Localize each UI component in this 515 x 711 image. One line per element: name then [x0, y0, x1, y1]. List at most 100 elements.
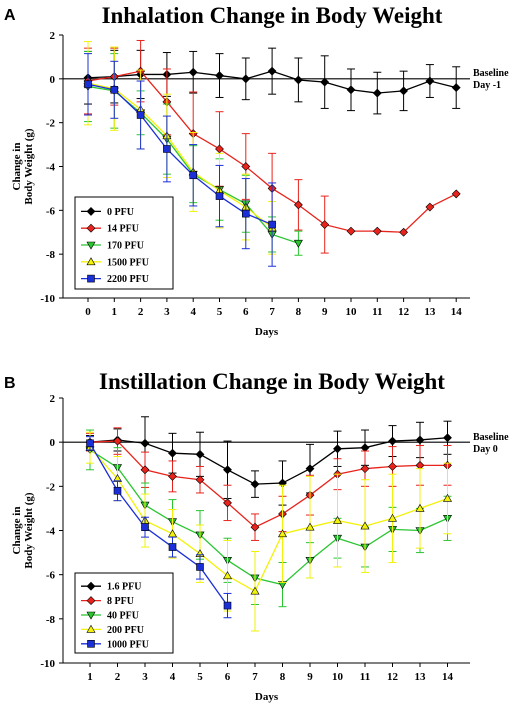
data-point	[189, 171, 197, 180]
data-point	[113, 486, 122, 495]
data-point	[223, 498, 232, 508]
data-point	[360, 443, 370, 453]
data-point	[415, 503, 425, 512]
y-tick-label: -2	[46, 118, 56, 130]
x-tick-label: 11	[360, 671, 370, 683]
x-tick-label: 9	[307, 671, 313, 683]
x-tick-label: 2	[115, 671, 121, 683]
x-tick-label: 10	[332, 671, 344, 683]
y-tick-label: 2	[50, 393, 56, 405]
series-line	[89, 437, 448, 485]
series-line	[89, 440, 448, 528]
data-point	[277, 529, 288, 538]
data-point	[250, 586, 260, 595]
data-point	[346, 85, 356, 95]
x-tick-label: 6	[225, 671, 231, 683]
data-point	[241, 162, 251, 171]
data-point	[333, 444, 342, 454]
baseline-label: Baseline	[473, 68, 509, 79]
legend-marker	[86, 241, 96, 250]
data-point	[268, 220, 276, 229]
data-point	[250, 479, 260, 489]
x-tick-label: 5	[217, 306, 223, 318]
data-point	[360, 521, 370, 530]
data-point	[388, 436, 397, 446]
data-point	[267, 66, 277, 76]
data-point	[242, 209, 250, 218]
panel-label-a: A	[4, 7, 16, 24]
data-point	[196, 563, 204, 571]
x-tick-label: 14	[442, 671, 454, 683]
y-tick-label: -6	[46, 205, 56, 217]
y-tick-label: 2	[50, 30, 56, 42]
legend-marker	[87, 274, 95, 283]
legend-label: 2200 PFU	[107, 274, 149, 285]
data-point	[305, 522, 315, 531]
legend-marker	[86, 223, 96, 233]
x-tick-label: 12	[387, 671, 399, 683]
data-point	[293, 200, 303, 210]
legend-label: 170 PFU	[107, 241, 144, 252]
x-tick-label: 1	[87, 671, 93, 683]
x-tick-label: 3	[142, 671, 148, 683]
legend-label: 8 PFU	[107, 596, 134, 607]
x-tick-label: 12	[398, 306, 410, 318]
series-line	[89, 449, 448, 586]
data-point	[372, 88, 382, 98]
x-tick-label: 10	[346, 306, 358, 318]
data-point	[110, 85, 119, 94]
data-point	[195, 475, 205, 485]
series-200-pfu	[85, 431, 453, 632]
legend-label: 40 PFU	[107, 611, 139, 622]
data-point	[415, 460, 425, 470]
data-point	[136, 111, 145, 119]
x-tick-label: 0	[85, 306, 91, 318]
y-axis-label: Change in	[11, 143, 23, 191]
x-tick-label: 14	[451, 306, 463, 318]
y-axis-label: Change in	[11, 507, 23, 555]
data-point	[215, 144, 224, 154]
y-tick-label: -10	[40, 658, 55, 670]
data-point	[86, 439, 94, 448]
data-point	[399, 227, 409, 237]
data-point	[320, 77, 330, 87]
series-1000-pfu	[86, 436, 232, 619]
series-line	[87, 82, 273, 229]
legend-marker	[86, 206, 96, 216]
data-point	[451, 83, 461, 93]
panel-label-b: B	[4, 375, 16, 392]
data-point	[163, 145, 171, 153]
data-point	[168, 471, 177, 481]
data-point	[293, 75, 303, 85]
series-2200-pfu	[84, 53, 277, 267]
x-tick-label: 8	[296, 306, 302, 318]
legend: 0 PFU 14 PFU 170 PFU 1500 PFU 2200 PFU	[74, 196, 174, 290]
x-tick-label: 5	[197, 671, 203, 683]
x-tick-label: 4	[190, 306, 196, 318]
x-axis-label: Days	[255, 326, 279, 338]
data-point	[425, 202, 435, 212]
data-point	[387, 513, 398, 522]
data-point	[320, 220, 330, 230]
y-tick-label: -10	[40, 293, 55, 305]
y-tick-label: -8	[46, 249, 56, 261]
data-point	[305, 464, 315, 474]
data-point	[215, 71, 224, 80]
legend-marker	[86, 257, 96, 266]
chart-title-b: Instillation Change in Body Weight	[99, 369, 445, 394]
x-tick-label: 13	[424, 306, 436, 318]
data-point	[167, 529, 178, 538]
data-point	[415, 435, 425, 445]
series-line	[89, 447, 448, 593]
series-1-6-pfu	[85, 416, 452, 506]
legend: 1.6 PFU 8 PFU 40 PFU 200 PFU 1000 PFU	[74, 572, 174, 654]
legend-label: 200 PFU	[107, 625, 144, 636]
data-point	[188, 67, 198, 77]
data-point	[222, 571, 233, 580]
x-tick-label: 8	[280, 671, 286, 683]
data-point	[140, 465, 150, 475]
data-point	[399, 86, 409, 96]
data-point	[346, 226, 356, 236]
y-tick-label: -8	[46, 614, 56, 626]
